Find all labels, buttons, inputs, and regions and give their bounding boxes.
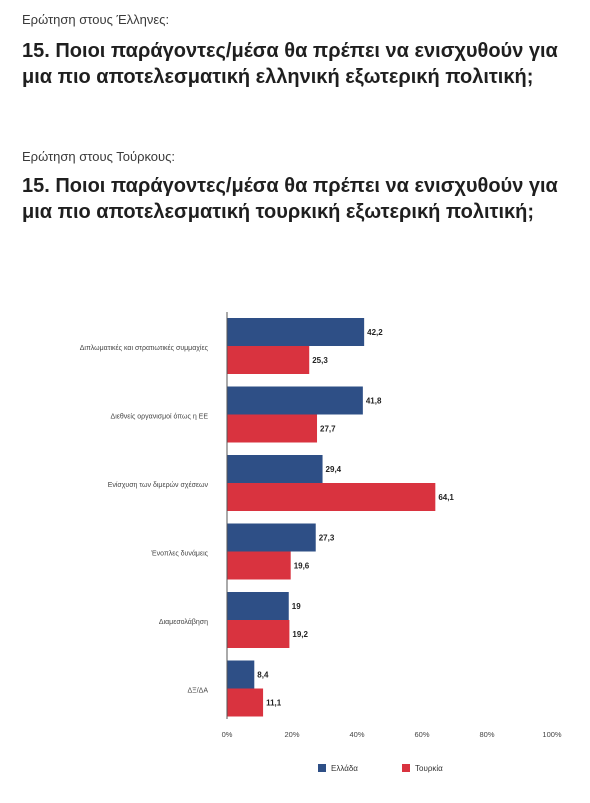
bar-greece	[227, 455, 323, 483]
value-label: 64,1	[438, 493, 454, 502]
value-label: 27,3	[319, 534, 335, 543]
x-tick-label: 100%	[542, 730, 562, 739]
category-label: Ενίσχυση των διμερών σχέσεων	[108, 481, 209, 489]
value-label: 29,4	[326, 465, 342, 474]
x-tick-label: 80%	[479, 730, 494, 739]
category-label: ΔΞ/ΔΑ	[187, 688, 208, 695]
bar-turkey	[227, 483, 436, 511]
bar-turkey	[227, 688, 264, 717]
value-label: 11,1	[266, 699, 282, 708]
value-label: 25,3	[312, 356, 328, 365]
bar-turkey	[227, 551, 291, 580]
category-label: Διαμεσολάβηση	[159, 618, 208, 626]
bar-greece	[227, 660, 255, 689]
legend-swatch-greece	[318, 764, 326, 772]
bar-greece	[227, 523, 316, 552]
legend-label: Τουρκία	[415, 764, 443, 773]
legend-label: Ελλάδα	[331, 764, 358, 773]
value-label: 27,7	[320, 425, 336, 434]
value-label: 19	[292, 602, 301, 611]
value-label: 19,2	[292, 630, 308, 639]
x-tick-label: 20%	[284, 730, 299, 739]
bar-greece	[227, 318, 365, 346]
question-intro-greeks: Ερώτηση στους Έλληνες:	[22, 12, 170, 27]
bar-greece	[227, 592, 289, 620]
bar-turkey	[227, 346, 310, 374]
value-label: 42,2	[367, 328, 383, 337]
x-tick-label: 0%	[222, 730, 233, 739]
bar-turkey	[227, 414, 318, 443]
category-label: Διεθνείς οργανισμοί όπως η ΕΕ	[111, 413, 209, 421]
bar-chart: Διπλωματικές και στρατιωτικές συμμαχίες 4…	[80, 312, 562, 773]
bar-turkey	[227, 620, 290, 648]
category-label: Ένοπλες δυνάμεις	[150, 550, 209, 558]
category-label: Διπλωματικές και στρατιωτικές συμμαχίες	[80, 344, 209, 352]
legend-swatch-turkey	[402, 764, 410, 772]
x-tick-label: 40%	[349, 730, 364, 739]
value-label: 8,4	[257, 671, 269, 680]
x-tick-label: 60%	[414, 730, 429, 739]
question-intro-turks: Ερώτηση στους Τούρκους:	[22, 149, 176, 164]
question-title-turks: 15. Ποιοι παράγοντες/μέσα θα πρέπει να ε…	[22, 175, 558, 223]
question-title-greeks: 15. Ποιοι παράγοντες/μέσα θα πρέπει να ε…	[22, 40, 558, 88]
value-label: 19,6	[294, 562, 310, 571]
value-label: 41,8	[366, 397, 382, 406]
bar-greece	[227, 386, 363, 415]
